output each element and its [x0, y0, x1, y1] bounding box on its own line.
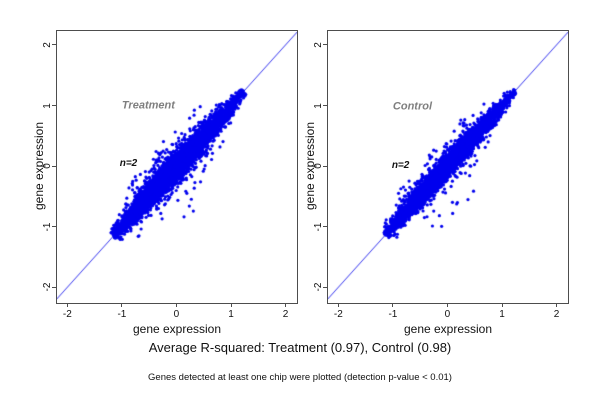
y-tick-label: 1 [313, 102, 324, 109]
x-tick-label: 1 [228, 309, 234, 320]
y-axis-tick [323, 165, 327, 167]
n-count-annotation: n=2 [391, 160, 410, 172]
y-tick-label: -1 [313, 222, 324, 232]
y-axis-tick [52, 286, 56, 288]
y-axis-tick [52, 165, 56, 167]
x-axis-title: gene expression [403, 322, 493, 336]
y-axis-tick [323, 105, 327, 106]
x-axis-tick [337, 303, 339, 307]
y-axis-title: gene expression [32, 121, 46, 211]
y-axis-tick [323, 286, 327, 288]
caption-r-squared: Average R-squared: Treatment (0.97), Con… [148, 340, 452, 355]
x-tick-label: -1 [117, 309, 127, 320]
x-axis-tick [175, 303, 177, 307]
x-axis-tick [66, 303, 68, 307]
x-tick-label: -2 [62, 309, 72, 320]
x-axis-tick [285, 303, 287, 307]
scatter-canvas-treatment [57, 31, 297, 303]
footnote-detection: Genes detected at least one chip were pl… [148, 372, 452, 383]
group-label-annotation: Treatment [121, 99, 175, 111]
x-tick-label: 2 [282, 309, 289, 320]
x-axis-tick [446, 303, 448, 307]
x-tick-label: 1 [499, 309, 505, 320]
x-axis-title: gene expression [132, 322, 222, 336]
x-axis-tick [230, 303, 232, 307]
y-axis-tick [52, 44, 56, 46]
y-tick-label: -2 [313, 282, 324, 292]
y-axis-title: gene expression [303, 121, 317, 211]
x-axis-tick [501, 303, 503, 307]
group-label-annotation: Control [392, 100, 433, 113]
y-axis-tick [323, 226, 327, 228]
plot-frame-control: -2 -1 0 1 2 -2 -1 0 1 2 Control n=2 [313, 30, 569, 320]
x-tick-label: 2 [553, 309, 560, 320]
scatter-canvas-control [328, 31, 568, 303]
x-tick-label: -1 [388, 309, 398, 320]
y-tick-label: 2 [313, 42, 324, 48]
y-axis-tick [323, 44, 327, 46]
x-tick-label: -2 [333, 309, 343, 320]
x-tick-label: 0 [173, 309, 180, 320]
plot-control: -2 -1 0 1 2 -2 -1 0 1 2 Control n=2 gene expression… [303, 30, 569, 336]
x-axis-tick [556, 303, 558, 307]
y-tick-label: -2 [42, 282, 53, 292]
x-axis-tick [121, 303, 123, 307]
x-axis-tick [392, 303, 394, 307]
y-axis-tick [52, 226, 56, 228]
n-count-annotation: n=2 [119, 157, 138, 169]
plot-frame-treatment: -2 -1 0 1 2 -2 -1 0 1 2 Treatment n=2 [42, 30, 298, 320]
y-tick-label: 1 [42, 102, 53, 109]
y-tick-label: 2 [42, 42, 53, 48]
y-tick-label: -1 [42, 222, 53, 232]
plot-treatment: -2 -1 0 1 2 -2 -1 0 1 2 Treatment n=2 gene expressi… [32, 30, 298, 336]
y-axis-tick [52, 105, 56, 106]
x-tick-label: 0 [444, 309, 451, 320]
